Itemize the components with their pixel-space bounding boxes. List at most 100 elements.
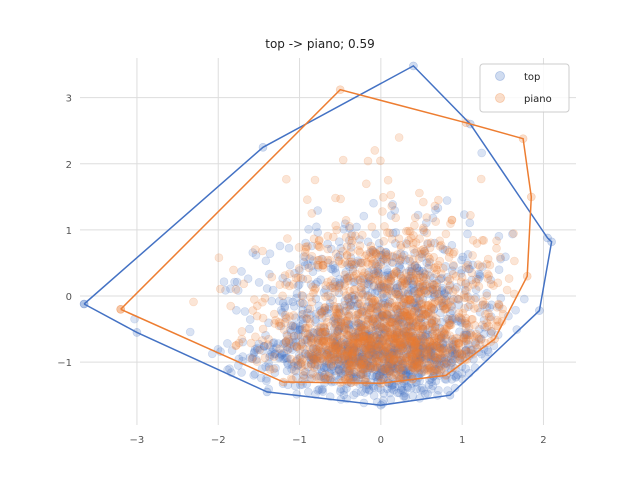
data-point bbox=[387, 286, 396, 296]
data-point bbox=[405, 256, 415, 266]
data-point bbox=[386, 342, 396, 352]
data-point bbox=[464, 264, 473, 274]
data-point bbox=[391, 253, 401, 263]
data-point bbox=[303, 242, 312, 251]
data-point bbox=[360, 358, 369, 367]
data-point bbox=[391, 320, 401, 330]
data-point bbox=[435, 343, 445, 352]
data-point bbox=[269, 309, 279, 319]
data-point bbox=[410, 313, 419, 322]
data-point bbox=[372, 307, 382, 316]
data-point bbox=[463, 229, 472, 239]
data-point bbox=[353, 357, 362, 367]
data-point bbox=[404, 299, 414, 309]
data-point bbox=[454, 340, 464, 349]
data-point bbox=[354, 246, 363, 255]
data-point bbox=[372, 356, 381, 366]
data-point bbox=[283, 353, 292, 363]
data-point bbox=[278, 308, 287, 317]
data-point bbox=[393, 287, 403, 297]
data-point bbox=[340, 351, 350, 361]
data-point bbox=[303, 387, 313, 397]
data-point bbox=[443, 314, 453, 324]
data-point bbox=[409, 298, 419, 307]
data-point bbox=[456, 353, 465, 363]
data-point bbox=[360, 343, 370, 353]
data-point bbox=[437, 285, 447, 295]
data-point bbox=[385, 282, 395, 292]
data-point bbox=[410, 260, 420, 270]
data-point bbox=[450, 350, 460, 360]
data-point bbox=[333, 252, 343, 262]
data-point bbox=[231, 341, 240, 351]
data-point bbox=[264, 362, 274, 372]
data-point bbox=[434, 331, 444, 341]
data-point bbox=[455, 349, 465, 358]
data-point bbox=[398, 287, 408, 297]
data-point bbox=[416, 339, 426, 349]
data-point bbox=[338, 364, 348, 373]
data-point bbox=[387, 309, 396, 319]
data-point bbox=[397, 310, 407, 320]
data-point bbox=[405, 316, 415, 326]
data-point bbox=[248, 248, 258, 257]
data-point bbox=[401, 239, 411, 248]
data-point bbox=[460, 355, 470, 365]
data-point bbox=[307, 241, 317, 251]
data-point bbox=[428, 280, 437, 290]
data-point bbox=[389, 350, 399, 360]
data-point bbox=[375, 339, 385, 349]
data-point bbox=[335, 304, 344, 314]
data-point bbox=[264, 358, 273, 368]
data-point bbox=[250, 347, 259, 356]
data-point bbox=[387, 357, 397, 367]
data-point bbox=[351, 314, 361, 323]
data-point bbox=[447, 266, 457, 276]
data-point bbox=[297, 332, 306, 342]
data-point bbox=[415, 266, 424, 276]
data-point bbox=[387, 347, 397, 357]
data-point bbox=[445, 316, 454, 325]
data-point bbox=[373, 268, 383, 278]
data-point bbox=[405, 273, 415, 283]
data-point bbox=[342, 273, 352, 283]
data-point bbox=[258, 336, 267, 345]
data-point bbox=[363, 237, 373, 247]
data-point bbox=[363, 302, 372, 312]
data-point bbox=[321, 327, 330, 337]
data-point bbox=[389, 346, 399, 356]
data-point bbox=[424, 361, 433, 370]
data-point bbox=[283, 331, 292, 341]
data-point bbox=[371, 301, 381, 311]
data-point bbox=[510, 256, 519, 266]
data-point bbox=[471, 337, 480, 347]
data-point bbox=[483, 254, 493, 264]
data-point bbox=[356, 282, 366, 292]
data-point bbox=[429, 304, 439, 314]
data-point bbox=[359, 211, 369, 221]
data-point bbox=[471, 329, 481, 339]
data-point bbox=[376, 367, 386, 377]
data-point bbox=[344, 330, 353, 340]
data-point bbox=[263, 340, 273, 350]
data-point bbox=[248, 354, 257, 363]
data-point bbox=[343, 346, 353, 356]
data-point bbox=[410, 357, 420, 366]
data-point bbox=[371, 340, 380, 350]
data-point bbox=[406, 285, 416, 295]
data-point bbox=[450, 349, 460, 359]
data-point bbox=[334, 308, 344, 318]
data-point bbox=[364, 315, 374, 324]
data-point bbox=[379, 389, 389, 398]
data-point bbox=[334, 256, 344, 266]
data-point bbox=[340, 219, 350, 228]
data-point bbox=[418, 341, 427, 351]
data-point bbox=[308, 256, 318, 265]
data-point bbox=[441, 358, 451, 368]
data-point bbox=[317, 345, 327, 355]
data-point bbox=[418, 363, 428, 372]
data-point bbox=[348, 273, 358, 283]
data-point bbox=[463, 292, 473, 302]
data-point bbox=[383, 309, 392, 319]
x-tick-label: −1 bbox=[292, 435, 307, 446]
